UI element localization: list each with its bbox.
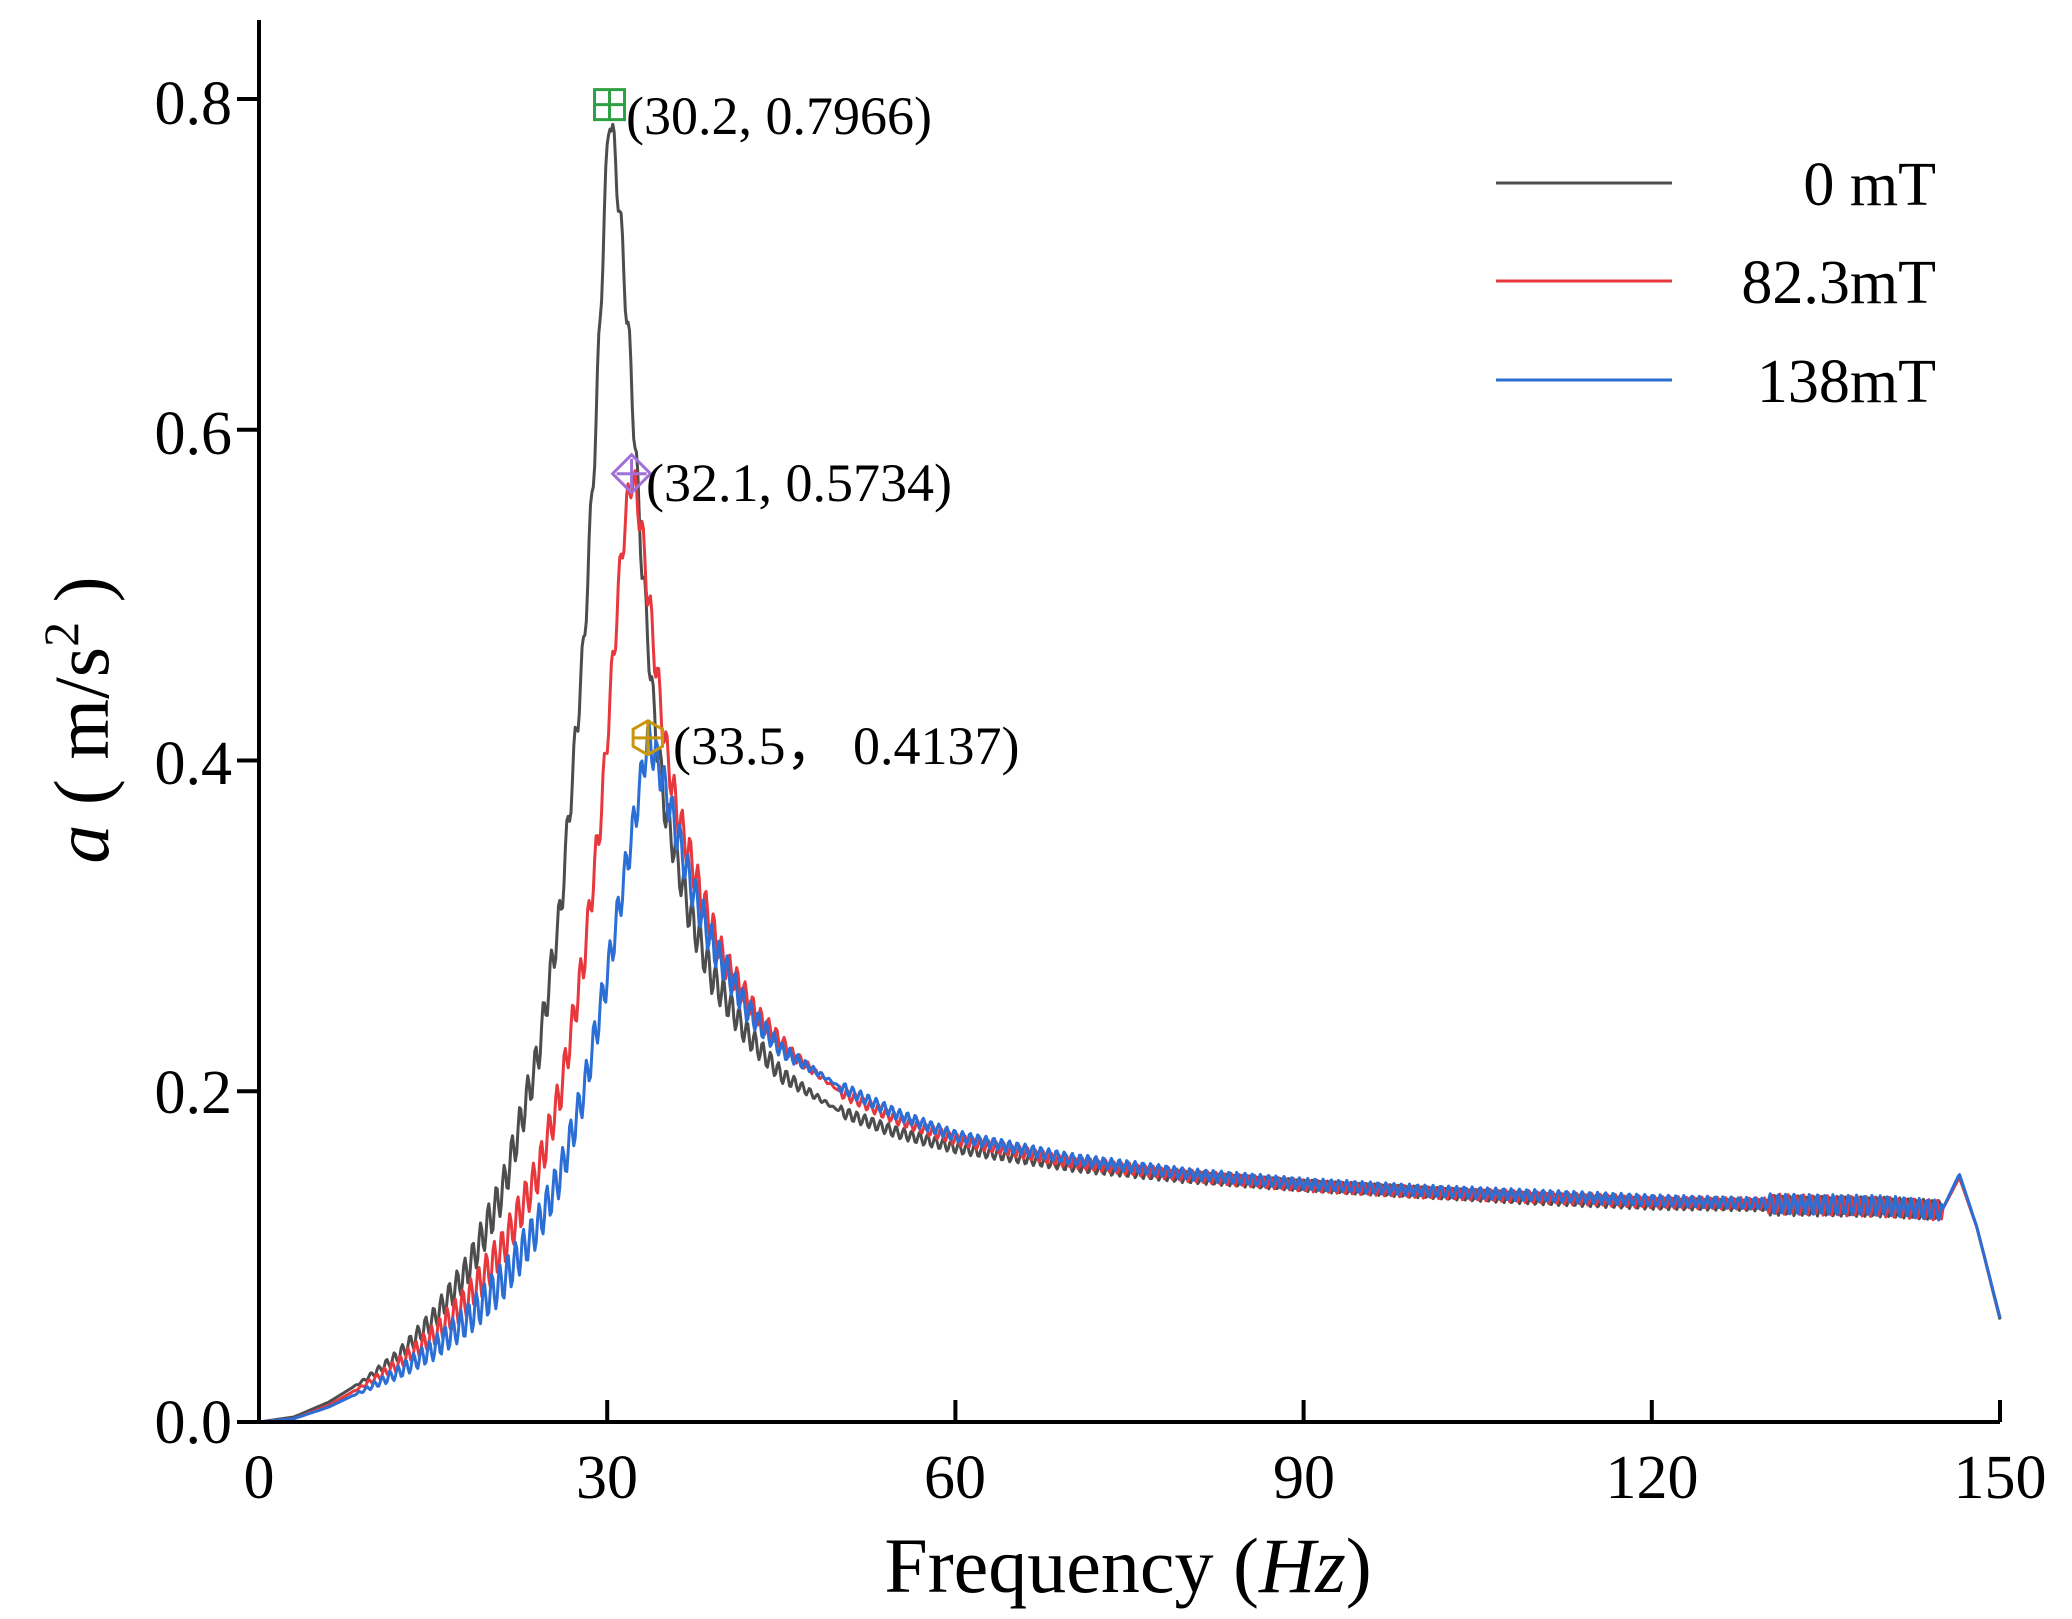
- x-tick-labels: 0 30 60 90 120 150: [244, 1444, 2047, 1512]
- series-line-138mt: [258, 719, 2002, 1424]
- legend-label-0mT: 0 mT: [1803, 151, 1936, 219]
- y-tick-label: 0.4: [155, 730, 233, 798]
- x-tick-label: 90: [1273, 1444, 1335, 1512]
- tick-marks: [237, 97, 2002, 1424]
- x-tick-label: 0: [244, 1444, 275, 1512]
- series-line-823mt: [258, 469, 2002, 1424]
- y-tick-label: 0.2: [155, 1059, 233, 1127]
- peak-marker-square-cross: [593, 88, 627, 122]
- x-tick-label: 30: [576, 1444, 638, 1512]
- peak-markers: [593, 88, 664, 757]
- x-tick-label: 60: [924, 1444, 986, 1512]
- peak-label-138mT: (33.5， 0.4137): [673, 716, 1019, 776]
- x-tick-label: 150: [1954, 1444, 2047, 1512]
- legend: 0 mT 82.3mT 138mT: [1496, 151, 1936, 416]
- peak-label-82mT: (32.1, 0.5734): [646, 453, 952, 513]
- legend-label-138mT: 138mT: [1757, 348, 1936, 416]
- y-axis-title: a ( m/s2 ): [33, 576, 125, 863]
- peak-label-0mT: (30.2, 0.7966): [626, 86, 932, 146]
- peak-marker-hexagon-cross: [631, 719, 664, 757]
- series-layer: [258, 122, 2002, 1424]
- x-tick-label: 120: [1606, 1444, 1699, 1512]
- x-axis-title: Frequency (Hz): [884, 1522, 1371, 1609]
- y-tick-labels: 0.0 0.2 0.4 0.6 0.8: [155, 70, 233, 1457]
- legend-label-82mT: 82.3mT: [1741, 249, 1936, 317]
- y-tick-label: 0.8: [155, 70, 233, 138]
- y-tick-label: 0.0: [155, 1389, 233, 1457]
- peak-marker-diamond-cross: [610, 452, 653, 495]
- y-tick-label: 0.6: [155, 400, 233, 468]
